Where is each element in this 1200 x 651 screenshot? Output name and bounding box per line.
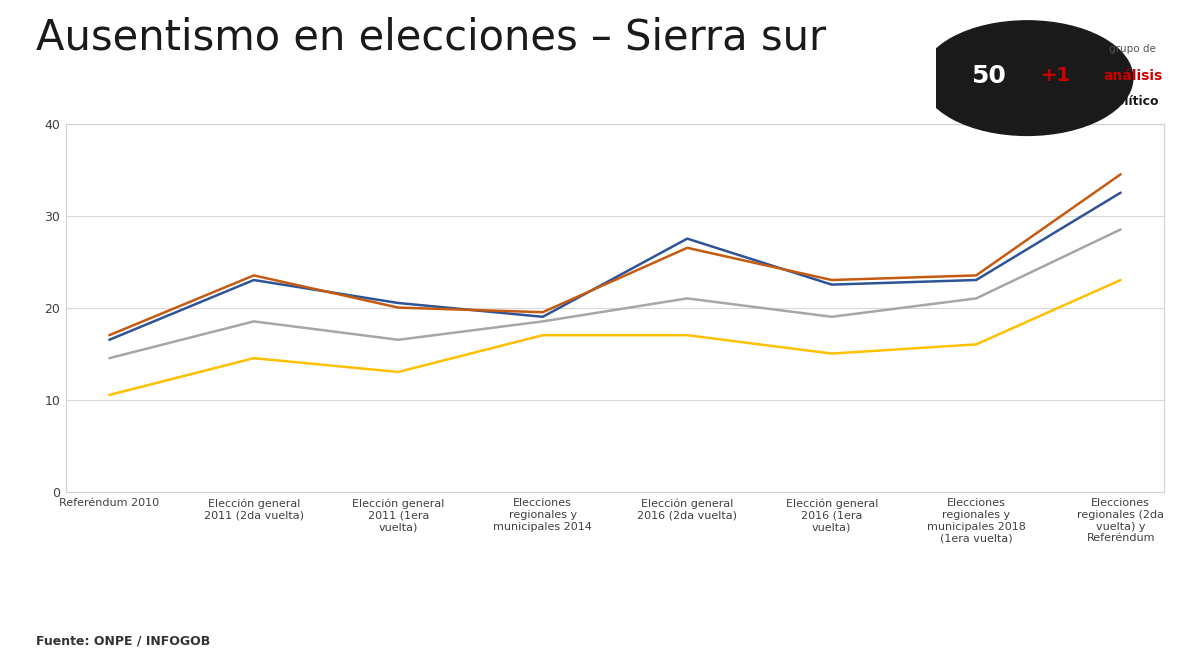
CUSCO [824,313,839,321]
AYACUCHO [1114,171,1128,178]
Line: CUSCO: CUSCO [109,229,1121,358]
APURIMAC [535,313,550,321]
Circle shape [922,21,1133,135]
PUNO [102,391,116,399]
CUSCO [102,354,116,362]
PUNO [824,350,839,357]
APURIMAC [1114,189,1128,197]
Line: PUNO: PUNO [109,280,1121,395]
Text: Fuente: ONPE / INFOGOB: Fuente: ONPE / INFOGOB [36,635,210,648]
Text: 50: 50 [971,64,1007,87]
PUNO [680,331,695,339]
Line: AYACUCHO: AYACUCHO [109,174,1121,335]
PUNO [1114,276,1128,284]
CUSCO [1114,225,1128,233]
APURIMAC [102,336,116,344]
AYACUCHO [102,331,116,339]
Text: +1: +1 [1040,66,1072,85]
Line: APURIMAC: APURIMAC [109,193,1121,340]
CUSCO [680,294,695,302]
Text: grupo de: grupo de [1109,44,1157,55]
Text: político: político [1108,95,1158,108]
APURIMAC [968,276,983,284]
PUNO [391,368,406,376]
AYACUCHO [535,309,550,316]
CUSCO [535,318,550,326]
AYACUCHO [824,276,839,284]
PUNO [968,340,983,348]
AYACUCHO [391,303,406,312]
CUSCO [968,294,983,302]
APURIMAC [247,276,262,284]
AYACUCHO [247,271,262,279]
CUSCO [391,336,406,344]
AYACUCHO [968,271,983,279]
CUSCO [247,318,262,326]
PUNO [247,354,262,362]
APURIMAC [391,299,406,307]
APURIMAC [824,281,839,288]
PUNO [535,331,550,339]
Text: análisis: análisis [1103,68,1163,83]
APURIMAC [680,235,695,243]
Text: Ausentismo en elecciones – Sierra sur: Ausentismo en elecciones – Sierra sur [36,16,826,59]
AYACUCHO [680,244,695,252]
